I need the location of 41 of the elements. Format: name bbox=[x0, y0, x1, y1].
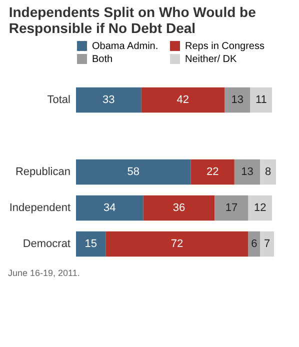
bar bbox=[248, 195, 272, 221]
data-label: 33 bbox=[102, 94, 115, 106]
data-label: 15 bbox=[84, 238, 97, 250]
chart-title: Independents Split on Who Would be Responsible if No Debt Deal bbox=[8, 4, 256, 36]
data-label: 22 bbox=[206, 166, 219, 178]
data-label: 58 bbox=[127, 166, 140, 178]
bar bbox=[76, 159, 191, 185]
legend-label: Both bbox=[92, 54, 113, 65]
bar bbox=[234, 159, 260, 185]
data-label: 42 bbox=[176, 94, 190, 106]
data-label: 36 bbox=[172, 202, 186, 214]
legend-label: Reps in Congress bbox=[185, 41, 264, 52]
bar bbox=[260, 231, 274, 257]
bar bbox=[141, 87, 225, 113]
bar bbox=[190, 159, 234, 185]
bar bbox=[106, 231, 248, 257]
bar bbox=[224, 87, 250, 113]
data-label: 7 bbox=[264, 238, 270, 250]
y-tick-label: Independent bbox=[9, 202, 70, 214]
bar bbox=[214, 195, 248, 221]
bar bbox=[250, 87, 272, 113]
data-label: 17 bbox=[225, 202, 238, 214]
legend-label: Neither/ DK bbox=[185, 54, 238, 65]
bar bbox=[76, 195, 144, 221]
y-tick-label: Republican bbox=[15, 166, 70, 178]
data-label: 6 bbox=[251, 238, 258, 250]
y-tick-label: Total bbox=[47, 94, 70, 106]
legend-label: Obama Admin. bbox=[92, 41, 158, 52]
data-label: 8 bbox=[265, 166, 272, 178]
y-tick-label: Democrat bbox=[22, 238, 70, 250]
text: June 16-19, 2011. bbox=[8, 268, 81, 278]
data-label: 72 bbox=[170, 238, 184, 250]
bar bbox=[143, 195, 215, 221]
bar bbox=[260, 159, 276, 185]
bar bbox=[76, 231, 106, 257]
data-label: 12 bbox=[254, 202, 266, 214]
data-label: 11 bbox=[255, 94, 267, 106]
data-label: 34 bbox=[104, 202, 116, 214]
data-label: 13 bbox=[231, 94, 244, 106]
data-label: 13 bbox=[241, 166, 254, 178]
bar bbox=[76, 87, 142, 113]
